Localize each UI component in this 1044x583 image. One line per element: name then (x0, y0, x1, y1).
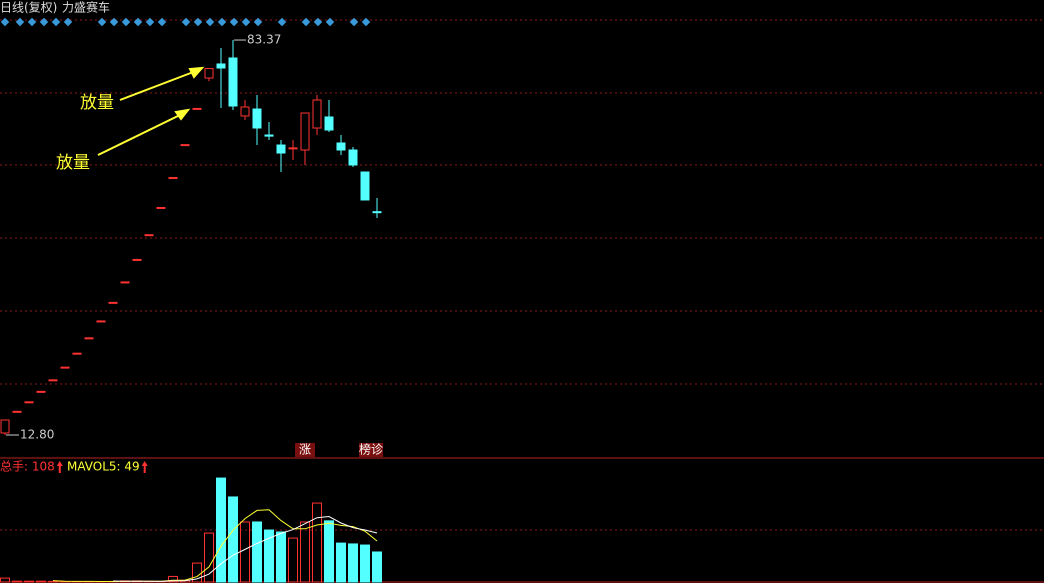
candle-body (288, 147, 298, 150)
candle-body (360, 171, 370, 201)
volume-bar (204, 532, 214, 583)
candle-body (108, 301, 118, 304)
candle-body (0, 419, 10, 434)
volume-bar (0, 577, 10, 583)
info-marker (349, 17, 359, 27)
volume-bar (336, 542, 346, 583)
candle-body (312, 99, 322, 129)
candle-body (300, 112, 310, 151)
candle-body (60, 366, 70, 369)
candle-body (348, 149, 358, 166)
volume-bar (48, 580, 58, 583)
volume-bar (324, 520, 334, 583)
info-marker (325, 17, 335, 27)
candle-body (324, 116, 334, 131)
volume-bar (12, 580, 22, 583)
volume-bar (252, 521, 262, 583)
volume-bar (360, 544, 370, 583)
grid (0, 19, 1044, 531)
candle-body (24, 401, 34, 404)
mavol-label: MAVOL5: 49 (67, 460, 140, 474)
candle-body (132, 258, 142, 261)
annotation-arrows (97, 66, 205, 156)
volume-bar (228, 496, 238, 583)
candle-body (84, 337, 94, 340)
candle-body (336, 142, 346, 151)
candle-body (216, 63, 226, 69)
volume-bar (372, 551, 382, 583)
volume-bar (300, 521, 310, 583)
candle-body (264, 134, 274, 137)
volume-bar (276, 531, 286, 583)
volume-bar (348, 543, 358, 583)
up-arrow (56, 461, 63, 473)
stock-name: 力盛赛车 (62, 0, 110, 15)
low-label: 12.80 (20, 428, 54, 442)
event-label: 涨 (299, 442, 311, 457)
candle-body (120, 281, 130, 284)
chart-title: 日线(复权) (0, 1, 57, 15)
volume-ma-line (112, 515, 378, 582)
candle-body (156, 206, 166, 209)
event-label: 榜诊 (359, 442, 383, 457)
candle-body (204, 68, 214, 79)
candle-body (36, 390, 46, 393)
candle-body (240, 106, 250, 117)
info-marker (51, 17, 61, 27)
volume-bar (168, 575, 178, 583)
info-marker (301, 17, 311, 27)
volume-bar (216, 477, 226, 583)
volume-ma-line (52, 509, 378, 582)
candle-body (72, 352, 82, 355)
candle-body (12, 410, 22, 413)
info-marker (277, 17, 287, 27)
volume-label: 总手: 108 (0, 460, 55, 474)
volume-bar (312, 502, 322, 583)
candle-body (372, 211, 382, 214)
candle-body (192, 107, 202, 110)
candle-body (252, 108, 262, 129)
event-box (359, 443, 383, 457)
high-label: 83.37 (247, 33, 281, 47)
info-marker (27, 17, 37, 27)
info-marker (361, 17, 371, 27)
up-arrow (141, 461, 148, 473)
volume-bar (36, 580, 46, 583)
annotation: 放量 (80, 93, 114, 113)
volume-bar (24, 580, 34, 583)
candle-body (180, 144, 190, 147)
candle-body (48, 379, 58, 382)
volume-bar (264, 529, 274, 583)
candle-body (96, 320, 106, 323)
event-box (295, 443, 315, 457)
annotation: 放量 (56, 153, 90, 173)
info-marker (15, 17, 25, 27)
candle-body (144, 234, 154, 237)
info-marker (313, 17, 323, 27)
info-marker (39, 17, 49, 27)
candle-body (228, 57, 238, 107)
candle-body (168, 177, 178, 180)
candle-body (276, 144, 286, 154)
volume-bar (288, 537, 298, 583)
